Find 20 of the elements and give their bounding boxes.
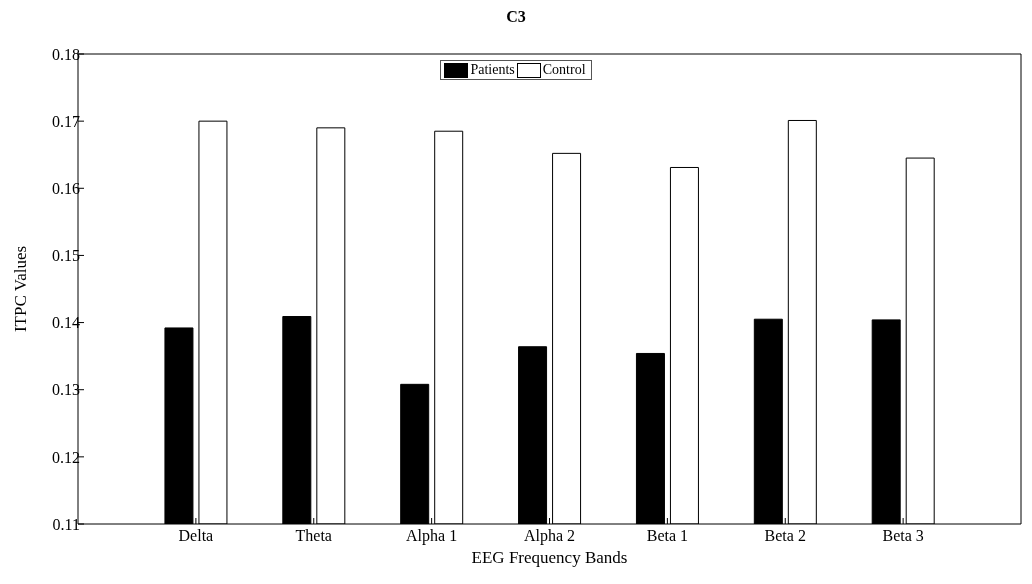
y-tick-label: 0.12 bbox=[52, 448, 80, 466]
y-axis-title: ITPC Values bbox=[11, 245, 31, 333]
legend-label: Control bbox=[541, 62, 586, 78]
y-tick-label: 0.14 bbox=[52, 314, 80, 332]
x-tick-label: Delta bbox=[178, 527, 214, 545]
x-tick-label: Alpha 2 bbox=[523, 527, 576, 546]
x-tick-label: Beta 2 bbox=[764, 527, 806, 545]
chart-title: C3 bbox=[505, 8, 527, 26]
y-tick-label: 0.16 bbox=[52, 179, 80, 197]
x-tick-label: Beta 3 bbox=[882, 527, 924, 545]
legend-label: Patients bbox=[469, 62, 515, 78]
x-tick-label: Theta bbox=[295, 527, 332, 545]
y-tick-label: 0.11 bbox=[52, 515, 80, 533]
x-tick-label: Alpha 1 bbox=[406, 527, 458, 546]
y-tick-label: 0.17 bbox=[52, 112, 80, 130]
y-tick-label: 0.15 bbox=[52, 247, 80, 265]
y-tick-label: 0.13 bbox=[52, 381, 80, 399]
x-axis-title: EEG Frequency Bands bbox=[471, 548, 628, 568]
y-tick-label: 0.18 bbox=[52, 45, 80, 63]
x-tick-label: Beta 1 bbox=[646, 527, 689, 545]
